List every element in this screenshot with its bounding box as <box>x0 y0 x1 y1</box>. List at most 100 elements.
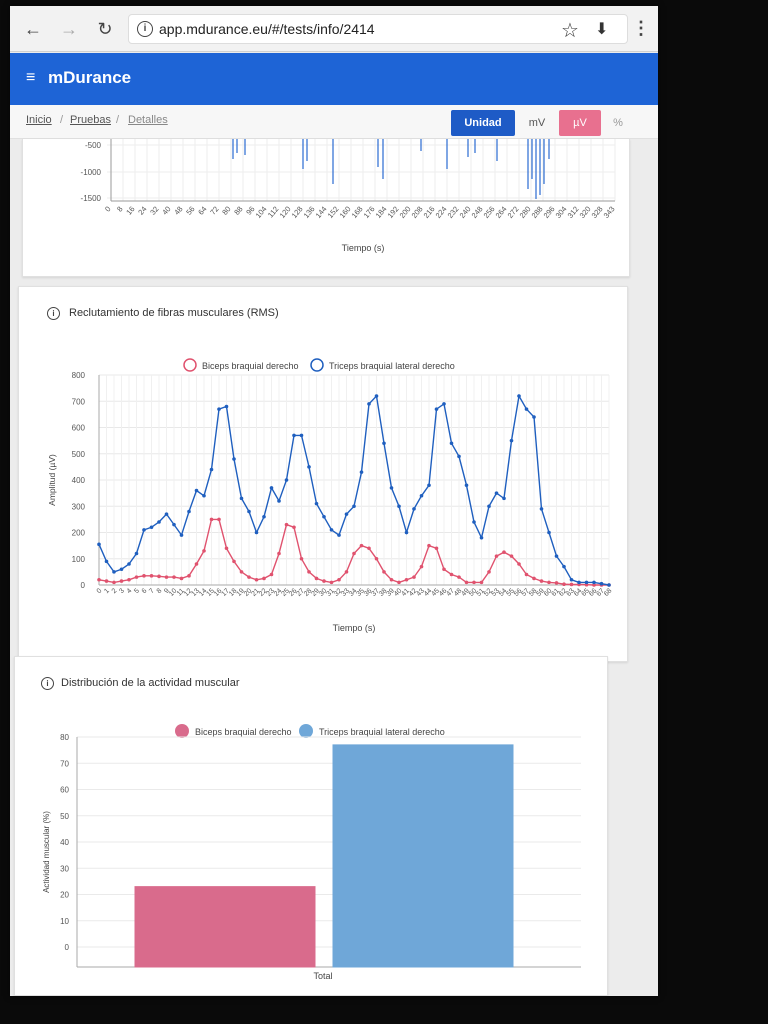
x-tick-label: 1 <box>103 587 111 595</box>
data-point <box>562 564 566 569</box>
breadcrumb-inicio[interactable]: Inicio <box>26 114 52 126</box>
x-tick-label: 51 <box>475 587 486 598</box>
data-point <box>502 496 506 501</box>
legend-marker <box>175 724 189 738</box>
y-axis-label: Actividad muscular (%) <box>42 811 51 893</box>
data-point <box>314 576 319 581</box>
x-tick-label: 12 <box>183 587 194 598</box>
download-icon[interactable]: ⬇ <box>595 21 609 38</box>
x-tick-label: 5 <box>133 587 141 595</box>
y-tick-label: 60 <box>60 786 69 795</box>
data-point <box>217 517 221 522</box>
forward-arrow-icon[interactable]: → <box>60 19 78 39</box>
data-point <box>487 570 491 574</box>
data-point <box>509 554 514 558</box>
info-icon[interactable]: i <box>47 307 60 320</box>
x-tick-label: 48 <box>453 587 464 598</box>
data-point <box>262 514 266 519</box>
hamburger-menu-icon[interactable]: ≡ <box>26 69 36 86</box>
info-icon[interactable]: i <box>41 677 54 690</box>
y-tick-label: 200 <box>72 529 86 538</box>
x-tick-label: 2 <box>111 587 119 595</box>
x-tick-label: 56 <box>184 205 196 217</box>
y-tick-label: 70 <box>60 759 69 768</box>
x-tick-label: 3 <box>118 587 126 595</box>
back-arrow-icon[interactable]: ← <box>24 19 42 39</box>
data-point <box>457 454 461 459</box>
x-tick-label: 66 <box>588 587 599 598</box>
data-point <box>269 486 274 490</box>
data-point <box>329 580 334 585</box>
unit-mv-button[interactable]: mV <box>528 117 546 129</box>
data-point <box>382 441 386 446</box>
data-point <box>292 433 296 438</box>
data-point <box>412 507 416 511</box>
data-point <box>134 551 139 556</box>
data-point <box>554 581 559 585</box>
x-tick-label: 56 <box>513 587 524 598</box>
breadcrumb-pruebas[interactable]: Pruebas <box>70 114 111 126</box>
data-point <box>374 394 379 398</box>
unit-label: Unidad <box>451 110 515 136</box>
unit-percent-button[interactable]: % <box>613 117 623 129</box>
data-point <box>344 512 349 516</box>
x-tick-label: 16 <box>213 587 224 598</box>
site-info-icon[interactable]: i <box>137 21 153 37</box>
data-point <box>554 554 559 558</box>
data-point <box>344 570 349 574</box>
data-point <box>157 520 161 524</box>
x-tick-label: 6 <box>141 587 149 595</box>
x-tick-label: 26 <box>288 587 299 598</box>
x-tick-label: 46 <box>438 587 449 598</box>
x-tick-label: 27 <box>295 587 306 598</box>
data-point <box>97 577 101 582</box>
distribution-chart-card: i Distribución de la actividad muscular … <box>14 656 608 996</box>
data-point <box>524 572 529 577</box>
data-point <box>142 528 146 532</box>
data-point <box>352 504 356 509</box>
x-tick-label: 49 <box>460 587 471 598</box>
data-point <box>472 580 476 585</box>
x-tick-label: 29 <box>310 587 321 598</box>
url-text[interactable]: app.mdurance.eu/#/tests/info/2414 <box>159 21 375 37</box>
unit-uv-button[interactable]: µV <box>559 110 601 136</box>
x-tick-label: 80 <box>220 205 232 217</box>
browser-menu-icon[interactable]: ⋮ <box>632 18 650 38</box>
data-point <box>599 581 604 586</box>
x-tick-label: 37 <box>370 587 381 598</box>
signal-chart-card: -500 -1000 -1500 0 8 16 24 32 40 48 56 64 72 80 88 96 10… <box>22 139 630 277</box>
data-point <box>232 457 236 461</box>
data-point <box>322 579 326 583</box>
data-point <box>419 564 424 569</box>
data-point <box>134 575 139 579</box>
y-tick-label: 600 <box>72 424 86 433</box>
x-tick-label: 88 <box>232 205 244 217</box>
data-point <box>329 528 334 532</box>
data-point <box>532 576 536 581</box>
data-point <box>209 467 214 472</box>
legend-marker <box>183 358 197 372</box>
x-tick-label: Total <box>313 971 332 981</box>
data-point <box>427 483 431 488</box>
y-tick-label: 80 <box>60 733 69 742</box>
data-point <box>569 582 574 587</box>
x-tick-label: 32 <box>333 587 344 598</box>
data-point <box>232 559 236 564</box>
data-point <box>502 550 506 554</box>
address-bar[interactable]: i app.mdurance.eu/#/tests/info/2414 ☆ ⬇ <box>128 14 628 44</box>
y-tick-label: 500 <box>72 450 86 459</box>
x-tick-label: 24 <box>273 587 284 598</box>
reload-icon[interactable]: ↻ <box>97 19 113 39</box>
data-point <box>337 577 341 582</box>
data-point <box>434 546 439 551</box>
data-point <box>584 580 589 585</box>
breadcrumb-detalles[interactable]: Detalles <box>128 114 168 126</box>
y-tick-label: 10 <box>60 917 69 926</box>
x-tick-label: 39 <box>385 587 396 598</box>
breadcrumb: Inicio / Pruebas / Detalles Unidad mV µV… <box>10 105 658 139</box>
data-point <box>269 572 274 577</box>
data-point <box>127 562 131 566</box>
data-point <box>284 522 289 527</box>
bookmark-star-icon[interactable]: ☆ <box>561 20 579 42</box>
